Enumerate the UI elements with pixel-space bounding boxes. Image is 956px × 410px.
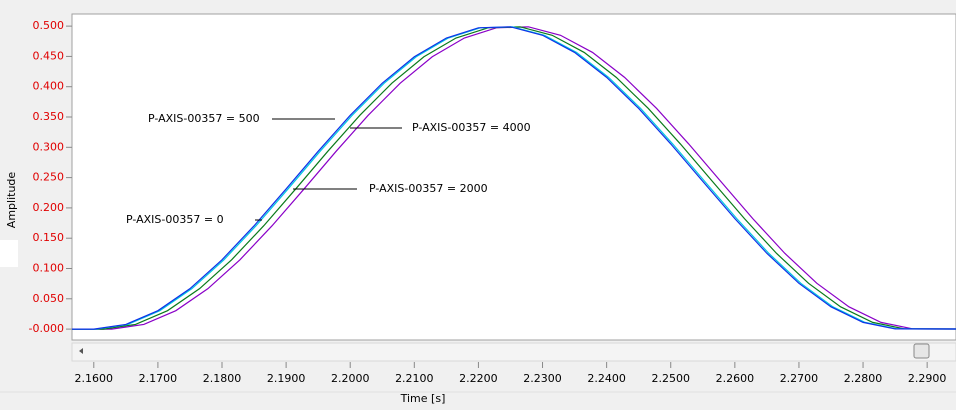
y-tick-label: -0.000 [29, 322, 64, 335]
x-tick-label: 2.2700 [780, 372, 819, 385]
x-tick-label: 2.2400 [587, 372, 626, 385]
scrollbar[interactable] [71, 342, 956, 362]
x-tick-label: 2.2800 [844, 372, 883, 385]
y-tick-label: 0.100 [33, 261, 65, 274]
plot-area [71, 13, 956, 341]
annotation-label: P-AXIS-00357 = 0 [126, 213, 224, 226]
x-tick-label: 2.2300 [523, 372, 562, 385]
x-tick-label: 2.1700 [139, 372, 178, 385]
x-tick-label: 2.2600 [716, 372, 755, 385]
x-axis-label: Time [s] [400, 392, 446, 405]
y-tick-label: 0.400 [33, 80, 65, 93]
y-tick-label: 0.150 [33, 231, 65, 244]
scroll-left-arrow[interactable] [79, 348, 83, 354]
y-tick-label: 0.500 [33, 19, 65, 32]
y-tick-label: 0.250 [33, 171, 65, 184]
y-tick-label: 0.350 [33, 110, 65, 123]
x-tick-label: 2.1800 [203, 372, 242, 385]
annotation-label: P-AXIS-00357 = 500 [148, 112, 260, 125]
x-tick-label: 2.1600 [75, 372, 114, 385]
x-tick-label: 2.2000 [331, 372, 370, 385]
series-line [72, 26, 956, 330]
series-group [72, 26, 956, 330]
scroll-thumb[interactable] [913, 343, 930, 359]
y-tick-label: 0.050 [33, 292, 65, 305]
x-tick-label: 2.2900 [908, 372, 947, 385]
x-tick-label: 2.2100 [395, 372, 434, 385]
y-tick-label: 0.300 [33, 140, 65, 153]
annotation-label: P-AXIS-00357 = 2000 [369, 182, 488, 195]
x-tick-label: 2.1900 [267, 372, 306, 385]
x-tick-label: 2.2200 [459, 372, 498, 385]
side-box [0, 240, 18, 267]
y-tick-label: 0.200 [33, 201, 65, 214]
y-axis-label: Amplitude [5, 172, 18, 229]
annotation-label: P-AXIS-00357 = 4000 [412, 121, 531, 134]
y-tick-label: 0.450 [33, 49, 65, 62]
x-tick-label: 2.2500 [651, 372, 690, 385]
